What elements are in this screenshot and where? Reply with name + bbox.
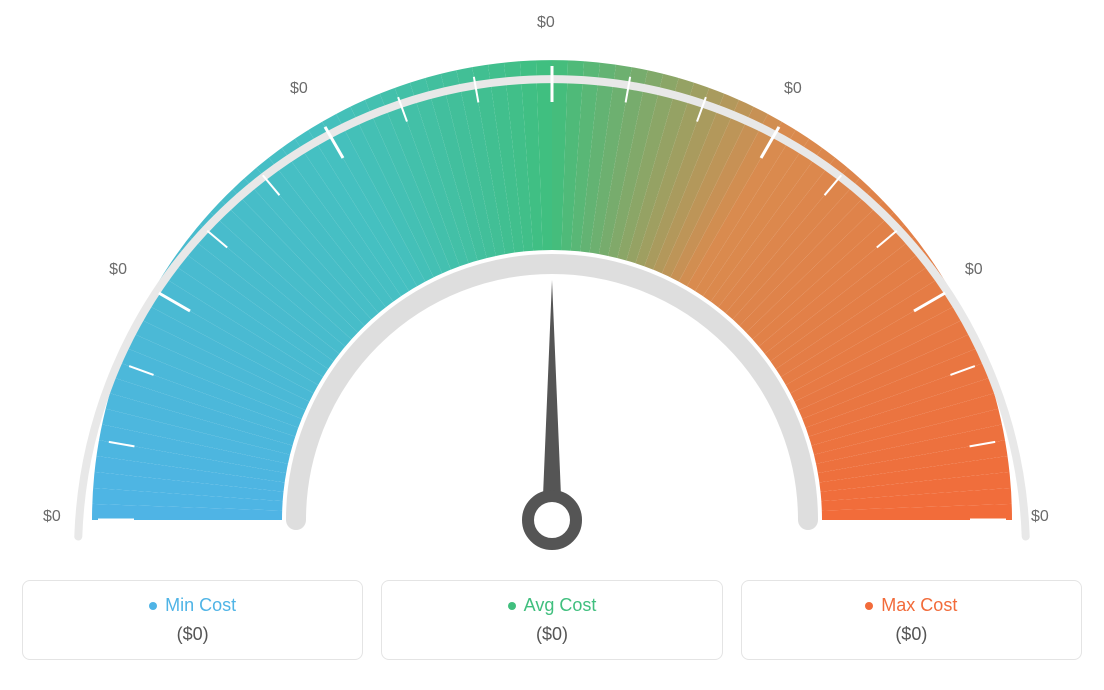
legend-box-max: Max Cost ($0) (741, 580, 1082, 660)
legend-box-avg: Avg Cost ($0) (381, 580, 722, 660)
axis-label: $0 (965, 261, 983, 279)
legend-dot-avg (508, 602, 516, 610)
axis-label: $0 (537, 14, 555, 32)
legend-box-min: Min Cost ($0) (22, 580, 363, 660)
legend-max-label-wrap: Max Cost (865, 595, 957, 616)
legend-avg-label-wrap: Avg Cost (508, 595, 597, 616)
axis-label: $0 (1031, 508, 1049, 526)
legend-max-label: Max Cost (881, 595, 957, 616)
gauge-area: $0 $0 $0 $0 $0 $0 $0 (22, 10, 1082, 570)
axis-label: $0 (784, 80, 802, 98)
legend-min-value: ($0) (177, 624, 209, 645)
legend-avg-label: Avg Cost (524, 595, 597, 616)
legend-avg-value: ($0) (536, 624, 568, 645)
axis-label: $0 (290, 80, 308, 98)
axis-label: $0 (43, 508, 61, 526)
legend-row: Min Cost ($0) Avg Cost ($0) Max Cost ($0… (22, 580, 1082, 660)
legend-max-value: ($0) (895, 624, 927, 645)
gauge-chart-container: $0 $0 $0 $0 $0 $0 $0 Min Cost ($0) Avg Cost ($… (0, 0, 1104, 690)
legend-dot-max (865, 602, 873, 610)
axis-label: $0 (109, 261, 127, 279)
legend-min-label: Min Cost (165, 595, 236, 616)
legend-dot-min (149, 602, 157, 610)
gauge-svg (22, 10, 1082, 570)
legend-min-label-wrap: Min Cost (149, 595, 236, 616)
